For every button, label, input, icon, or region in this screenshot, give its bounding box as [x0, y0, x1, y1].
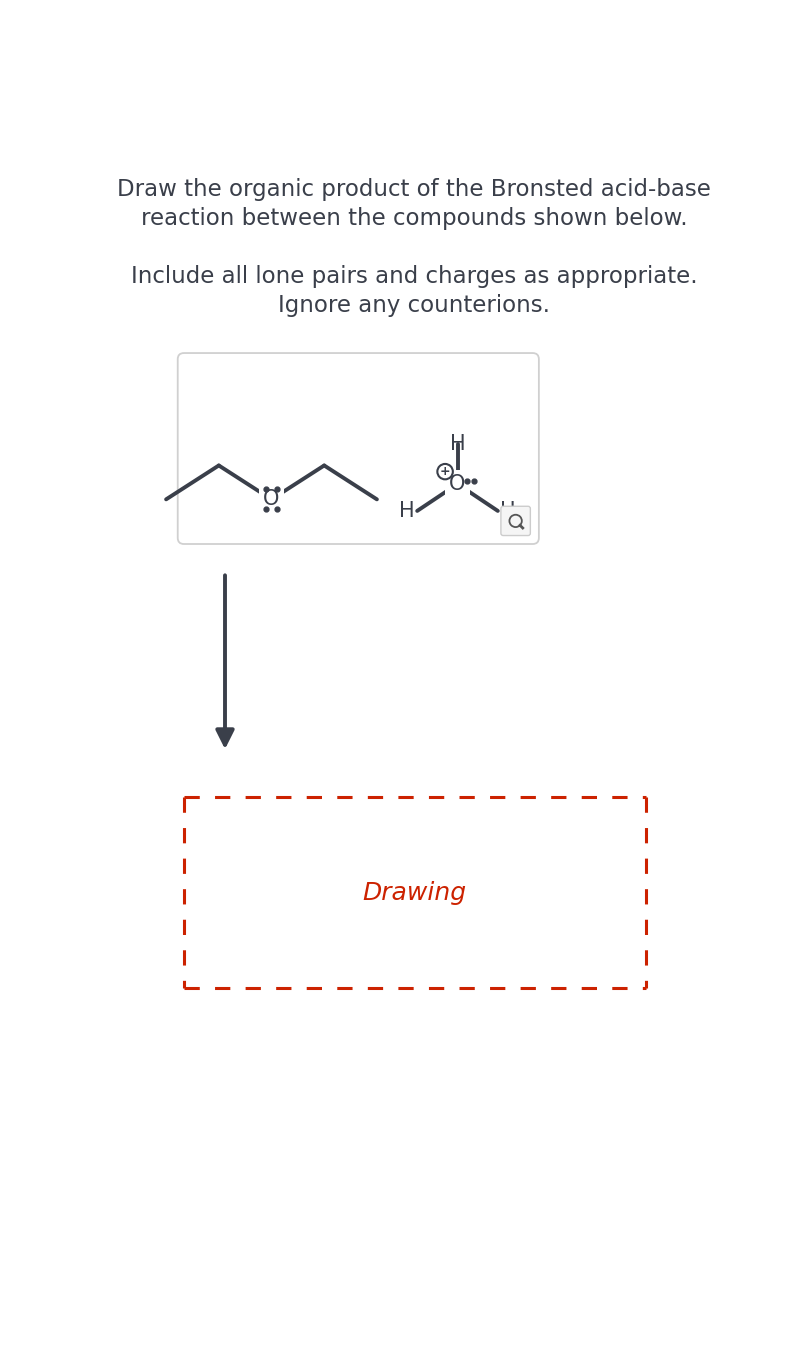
Text: H: H — [399, 501, 415, 521]
FancyBboxPatch shape — [178, 353, 539, 544]
Text: reaction between the compounds shown below.: reaction between the compounds shown bel… — [141, 207, 688, 230]
Text: +: + — [440, 466, 450, 478]
Text: Include all lone pairs and charges as appropriate.: Include all lone pairs and charges as ap… — [131, 264, 697, 288]
Text: O: O — [449, 474, 465, 495]
Text: Ignore any counterions.: Ignore any counterions. — [278, 293, 550, 316]
Text: H: H — [500, 501, 516, 521]
Text: Draw the organic product of the Bronsted acid-base: Draw the organic product of the Bronsted… — [117, 178, 711, 201]
Text: Drawing: Drawing — [363, 881, 467, 904]
FancyBboxPatch shape — [501, 507, 530, 536]
Text: O: O — [263, 489, 280, 510]
Text: H: H — [450, 434, 465, 453]
